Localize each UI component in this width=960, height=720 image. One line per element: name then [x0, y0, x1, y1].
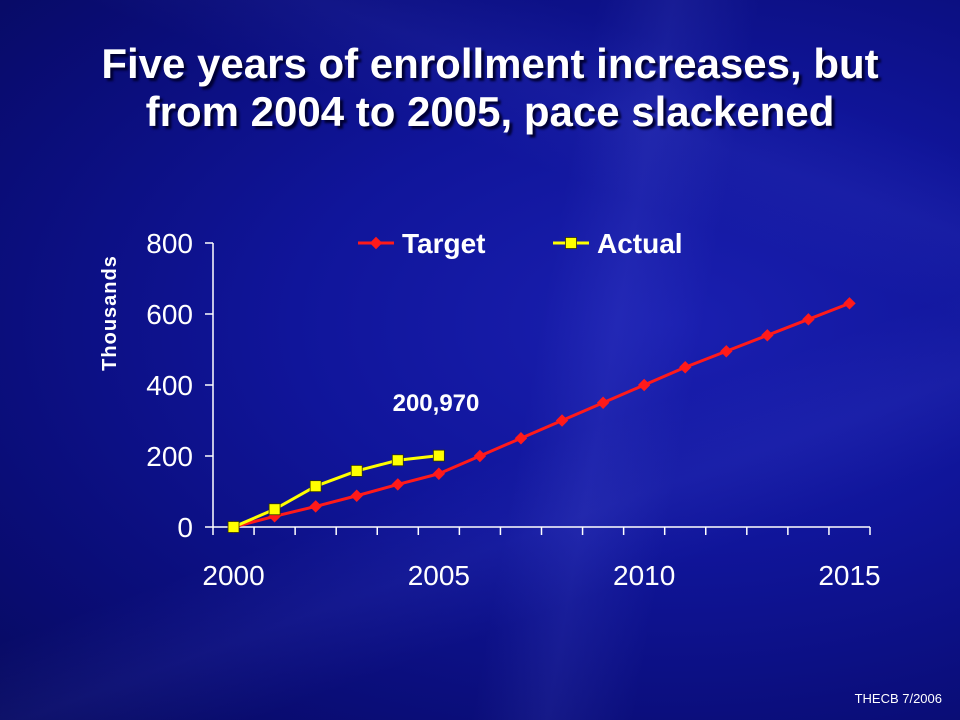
- target-point: [843, 297, 856, 310]
- slide-title: Five years of enrollment increases, but …: [40, 40, 940, 136]
- target-point: [391, 478, 404, 491]
- target-point: [679, 361, 692, 374]
- actual-point: [432, 449, 445, 462]
- target-point: [473, 449, 487, 463]
- annotation-label: 200,970: [393, 390, 480, 417]
- actual-point: [309, 480, 322, 493]
- actual-point: [268, 503, 281, 516]
- target-point: [514, 432, 528, 445]
- actual-point: [350, 465, 363, 477]
- target-point: [432, 467, 446, 480]
- source-footer: THECB 7/2006: [854, 691, 942, 706]
- legend-actual-label: Actual: [597, 228, 683, 259]
- x-tick-label: 2000: [202, 560, 264, 591]
- y-tick-label: 200: [146, 441, 193, 472]
- y-tick-label: 400: [146, 370, 193, 401]
- target-point: [350, 489, 363, 502]
- y-tick-label: 800: [146, 228, 193, 259]
- target-series-line: [233, 301, 851, 529]
- target-point: [761, 329, 774, 342]
- target-point: [369, 236, 383, 250]
- target-point: [637, 378, 651, 392]
- x-tick-label: 2005: [408, 560, 470, 591]
- target-point: [555, 414, 569, 427]
- actual-series-line: [232, 454, 440, 529]
- target-point: [309, 500, 322, 513]
- y-axis-title: Thousands: [99, 255, 121, 371]
- target-point: [802, 313, 815, 326]
- actual-point: [565, 237, 577, 249]
- title-line-2: from 2004 to 2005, pace slackened: [145, 88, 835, 135]
- x-tick-label: 2015: [818, 560, 880, 591]
- y-tick-label: 600: [146, 299, 193, 330]
- target-point: [596, 396, 610, 409]
- legend-target-label: Target: [402, 228, 486, 259]
- y-tick-label: 0: [177, 512, 193, 543]
- target-point: [720, 345, 733, 358]
- title-line-1: Five years of enrollment increases, but: [101, 40, 879, 87]
- actual-point: [227, 521, 240, 533]
- x-tick-label: 2010: [613, 560, 675, 591]
- actual-point: [391, 454, 404, 467]
